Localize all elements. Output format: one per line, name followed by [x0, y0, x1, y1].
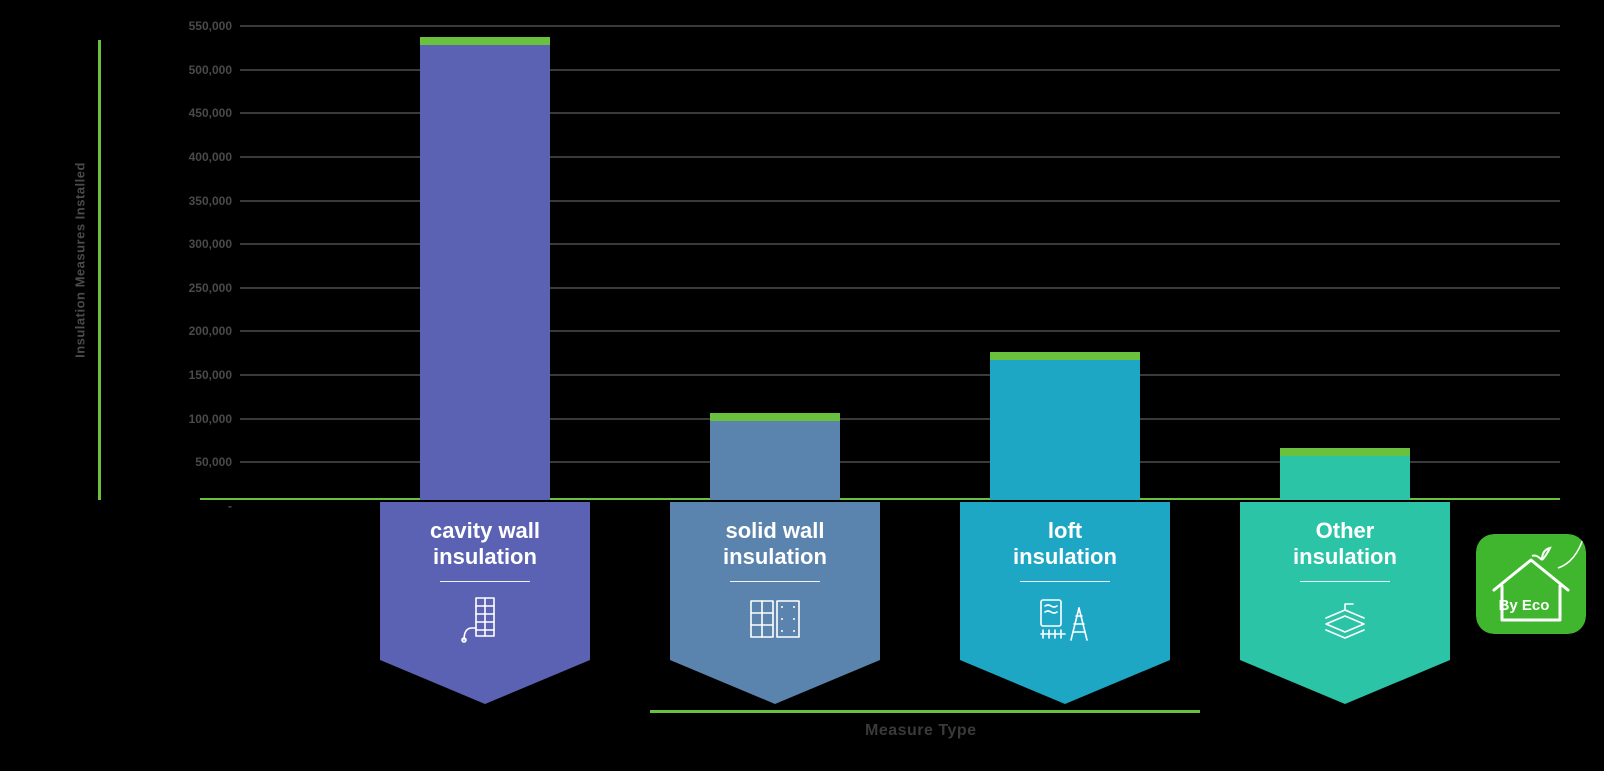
category-badge: cavity wall insulation [380, 502, 590, 704]
y-tick: 100,000 [180, 412, 1560, 426]
y-tick-label: 550,000 [180, 19, 240, 33]
bar-top-accent [1280, 448, 1410, 456]
y-tick-label: 400,000 [180, 150, 240, 164]
y-axis-accent [98, 40, 101, 500]
cavity-wall-icon [458, 594, 512, 644]
badge-line1: cavity wall [392, 518, 578, 544]
bar-top-accent [990, 352, 1140, 360]
badge-line1: Other [1252, 518, 1438, 544]
y-tick: 300,000 [180, 237, 1560, 251]
badge-line2: insulation [682, 544, 868, 570]
y-tick: 400,000 [180, 150, 1560, 164]
bar [1280, 448, 1410, 500]
solid-wall-icon [747, 595, 803, 643]
y-tick-label: 150,000 [180, 368, 240, 382]
chart-container: Insulation Measures Installed -50,000100… [80, 20, 1580, 760]
house-eco-icon: By Eco [1476, 534, 1586, 634]
badge-line1: loft [972, 518, 1158, 544]
loft-icon [1035, 594, 1095, 644]
y-tick: 350,000 [180, 194, 1560, 208]
badge-body: cavity wall insulation [380, 502, 590, 660]
y-tick-label: 350,000 [180, 194, 240, 208]
bar [990, 352, 1140, 500]
y-tick-label: 450,000 [180, 106, 240, 120]
y-tick: 450,000 [180, 106, 1560, 120]
badge-point [1240, 660, 1450, 704]
badge-icon-wrap [1252, 594, 1438, 650]
badge-divider [440, 581, 530, 582]
y-tick: 500,000 [180, 63, 1560, 77]
bar [420, 37, 550, 500]
y-tick-label: 50,000 [180, 455, 240, 469]
badge-body: Other insulation [1240, 502, 1450, 660]
y-tick-label: - [180, 499, 240, 513]
bar-top-accent [420, 37, 550, 45]
badge-line2: insulation [972, 544, 1158, 570]
badge-point [960, 660, 1170, 704]
logo-text: By Eco [1499, 597, 1550, 614]
badge-icon-wrap [682, 594, 868, 650]
by-eco-logo: By Eco [1476, 534, 1586, 634]
badge-point [380, 660, 590, 704]
y-tick: 150,000 [180, 368, 1560, 382]
y-tick-label: 300,000 [180, 237, 240, 251]
y-tick-label: 250,000 [180, 281, 240, 295]
category-badge: Other insulation [1240, 502, 1450, 704]
badge-divider [730, 581, 820, 582]
badge-body: loft insulation [960, 502, 1170, 660]
badge-line2: insulation [1252, 544, 1438, 570]
y-tick: 550,000 [180, 19, 1560, 33]
plot-area: -50,000100,000150,000200,000250,000300,0… [180, 20, 1560, 500]
y-tick-label: 100,000 [180, 412, 240, 426]
badge-line1: solid wall [682, 518, 868, 544]
y-tick-label: 200,000 [180, 324, 240, 338]
badge-divider [1020, 581, 1110, 582]
y-tick: 250,000 [180, 281, 1560, 295]
badge-point [670, 660, 880, 704]
bar [710, 413, 840, 500]
x-axis-accent [650, 710, 1200, 713]
y-axis-label: Insulation Measures Installed [73, 162, 88, 358]
y-tick-label: 500,000 [180, 63, 240, 77]
badge-divider [1300, 581, 1390, 582]
badge-icon-wrap [972, 594, 1158, 650]
other-icon [1318, 594, 1372, 644]
category-badge: loft insulation [960, 502, 1170, 704]
x-axis-label: Measure Type [865, 722, 977, 740]
badge-body: solid wall insulation [670, 502, 880, 660]
badge-icon-wrap [392, 594, 578, 650]
badge-line2: insulation [392, 544, 578, 570]
category-badge: solid wall insulation [670, 502, 880, 704]
y-tick: 200,000 [180, 324, 1560, 338]
bar-top-accent [710, 413, 840, 421]
gridline [240, 25, 1560, 27]
